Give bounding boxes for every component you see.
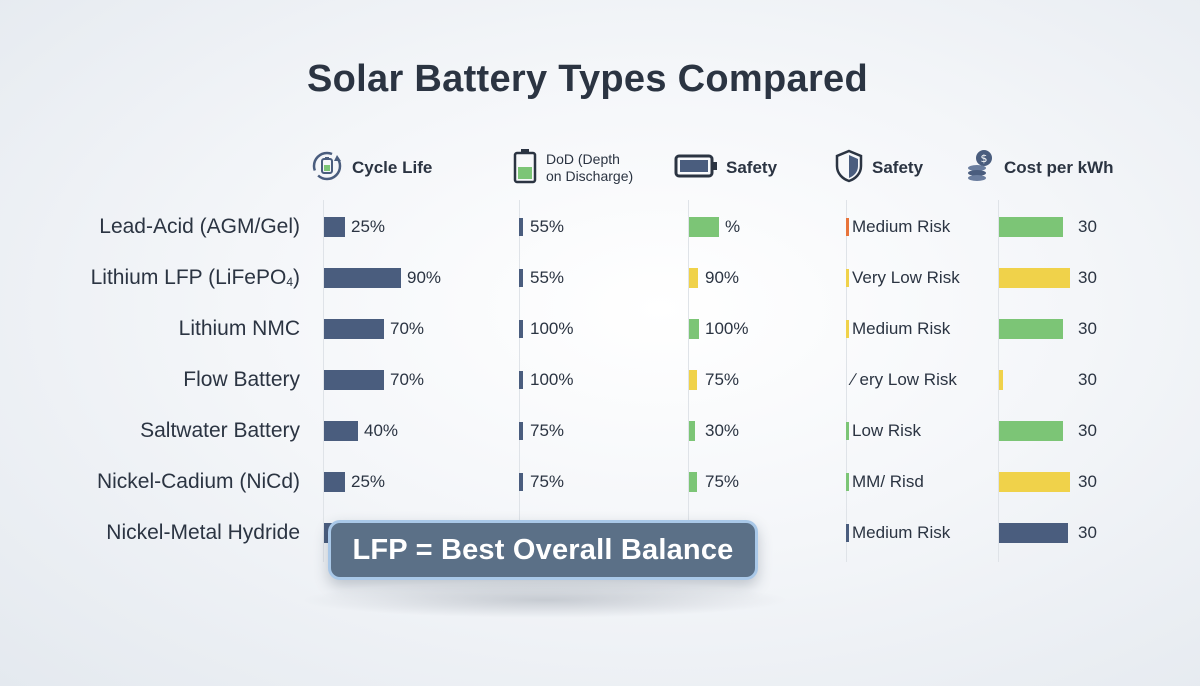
row-label: Lithium NMC xyxy=(178,317,300,340)
header-safety-b: Safety xyxy=(834,148,923,188)
chart-title: Solar Battery Types Compared xyxy=(307,58,868,100)
header-dod: DoD (Depth on Discharge) xyxy=(512,148,633,188)
header-safety-a: Safety xyxy=(674,148,777,188)
cost-bar xyxy=(999,421,1063,441)
cycle-life-value: 25% xyxy=(351,472,386,491)
safety-value: % xyxy=(725,217,741,236)
dod-value: 75% xyxy=(530,421,565,440)
battery-icon xyxy=(674,153,718,184)
risk-marker xyxy=(846,473,849,491)
axis-cost xyxy=(998,200,999,562)
banner-text: LFP = Best Overall Balance xyxy=(352,533,734,566)
safety-value: 75% xyxy=(705,370,740,389)
risk-value: Medium Risk xyxy=(852,319,951,338)
safety-value: 90% xyxy=(705,268,740,287)
risk-value: Medium Risk xyxy=(852,523,951,542)
cost-value: 30 xyxy=(1078,370,1097,389)
best-balance-banner: LFP = Best Overall Balance xyxy=(328,520,758,580)
risk-value: MM/ Risd xyxy=(852,472,924,491)
dod-value: 100% xyxy=(530,319,574,338)
row-label: Lithium LFP (LiFePO4) xyxy=(90,266,300,289)
cost-bar xyxy=(999,472,1070,492)
cost-bar xyxy=(999,523,1068,543)
header-label: Safety xyxy=(726,158,778,177)
safety-bar xyxy=(689,319,699,339)
axis-safety-a xyxy=(688,200,689,562)
subscript: 4 xyxy=(286,275,293,289)
risk-value: Very Low Risk xyxy=(852,268,960,287)
coins-icon: $ xyxy=(966,148,996,189)
header-label: Safety xyxy=(872,158,924,177)
cycle-life-bar xyxy=(324,217,345,237)
header-cost: $ Cost per kWh xyxy=(966,148,1114,188)
cost-bar xyxy=(999,268,1070,288)
dod-value: 100% xyxy=(530,370,574,389)
risk-marker xyxy=(846,218,849,236)
cost-value: 30 xyxy=(1078,523,1097,542)
row-label: Lead-Acid (AGM/Gel) xyxy=(99,215,300,238)
cycle-life-value: 70% xyxy=(390,370,425,389)
risk-marker xyxy=(846,524,849,542)
dod-value: 75% xyxy=(530,472,565,491)
cost-value: 30 xyxy=(1078,217,1097,236)
battery-level-icon xyxy=(512,148,538,189)
shield-icon xyxy=(834,149,864,188)
safety-bar xyxy=(689,421,695,441)
cycle-life-bar xyxy=(324,319,384,339)
safety-bar xyxy=(689,268,698,288)
cost-value: 30 xyxy=(1078,319,1097,338)
cycle-life-bar xyxy=(324,268,401,288)
header-label: Cost per kWh xyxy=(1004,158,1114,177)
safety-value: 100% xyxy=(705,319,749,338)
risk-value: Low Risk xyxy=(852,421,921,440)
risk-marker xyxy=(846,320,849,338)
row-label: Flow Battery xyxy=(183,368,300,391)
svg-text:$: $ xyxy=(981,152,988,165)
safety-value: 30% xyxy=(705,421,740,440)
risk-value: Medium Risk xyxy=(852,217,951,236)
dod-marker xyxy=(519,422,523,440)
dod-marker xyxy=(519,218,523,236)
dod-marker xyxy=(519,320,523,338)
cycle-life-value: 25% xyxy=(351,217,386,236)
cost-value: 30 xyxy=(1078,421,1097,440)
dod-marker xyxy=(519,473,523,491)
row-label: Nickel-Metal Hydride xyxy=(106,521,300,544)
row-label: Nickel-Cadium (NiCd) xyxy=(96,470,300,493)
safety-value: 75% xyxy=(705,472,740,491)
cycle-life-value: 70% xyxy=(390,319,425,338)
cycle-life-value: 90% xyxy=(407,268,442,287)
safety-bar xyxy=(689,217,719,237)
dod-marker xyxy=(519,269,523,287)
risk-value: ∕ ery Low Risk xyxy=(852,370,957,389)
header-label: Cycle Life xyxy=(352,158,433,177)
cost-bar xyxy=(999,370,1003,390)
dod-marker xyxy=(519,371,523,389)
cycle-life-value: 40% xyxy=(364,421,399,440)
cost-value: 30 xyxy=(1078,472,1097,491)
header-cycle-life: Cycle Life xyxy=(310,148,432,188)
risk-marker xyxy=(846,269,849,287)
axis-cycle-life xyxy=(323,200,324,562)
cycle-life-bar xyxy=(324,421,358,441)
header-label-line1: DoD (Depth xyxy=(546,151,620,167)
header-label-line2: on Discharge) xyxy=(546,168,634,184)
safety-bar xyxy=(689,472,697,492)
axis-safety-b xyxy=(846,200,847,562)
banner-shadow xyxy=(300,582,790,618)
row-label: Saltwater Battery xyxy=(140,419,300,442)
safety-bar xyxy=(689,370,697,390)
cost-bar xyxy=(999,217,1063,237)
cost-value: 30 xyxy=(1078,268,1097,287)
cost-bar xyxy=(999,319,1063,339)
cycle-life-bar xyxy=(324,472,345,492)
dod-value: 55% xyxy=(530,268,565,287)
risk-marker xyxy=(846,422,849,440)
dod-value: 55% xyxy=(530,217,565,236)
cycle-icon xyxy=(310,149,344,188)
cycle-life-bar xyxy=(324,370,384,390)
